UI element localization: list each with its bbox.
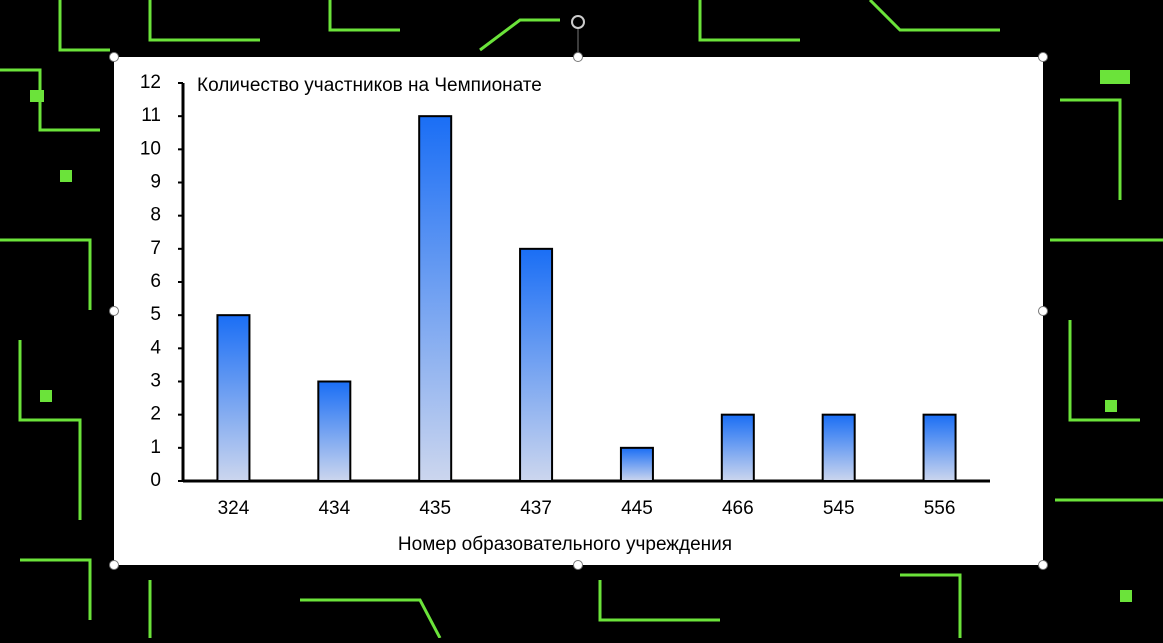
- y-tick-label: 8: [150, 205, 161, 226]
- y-tick-label: 0: [150, 470, 161, 491]
- y-tick-label: 9: [150, 172, 161, 193]
- x-tick-label: 466: [722, 498, 754, 519]
- y-tick-label: 6: [150, 271, 161, 292]
- bar: [317, 380, 352, 482]
- bar: [216, 314, 251, 482]
- y-tick-label: 1: [150, 437, 161, 458]
- x-tick-label: 435: [419, 498, 451, 519]
- y-tick-label: 2: [150, 404, 161, 425]
- y-tick-label: 12: [140, 72, 161, 93]
- y-tick-label: 10: [140, 138, 161, 159]
- x-axis-label: Номер образовательного учреждения: [398, 534, 732, 555]
- chart-area[interactable]: [114, 57, 1043, 565]
- bar: [821, 413, 856, 482]
- y-tick-label: 7: [150, 238, 161, 259]
- bar: [519, 247, 554, 482]
- y-tick-label: 11: [141, 105, 161, 126]
- bar: [720, 413, 755, 482]
- selection-handles: [109, 15, 1048, 570]
- x-tick-label: 437: [520, 498, 552, 519]
- x-tick-label: 556: [924, 498, 956, 519]
- y-tick-label: 4: [150, 337, 161, 358]
- x-tick-label: 434: [318, 498, 350, 519]
- chart-title: Количество участников на Чемпионате: [197, 75, 542, 96]
- y-tick-label: 5: [150, 304, 161, 325]
- x-tick-label: 545: [823, 498, 855, 519]
- x-tick-label: 324: [218, 498, 250, 519]
- bar: [922, 413, 957, 482]
- x-tick-label: 445: [621, 498, 653, 519]
- bar: [619, 446, 654, 483]
- bar: [418, 115, 453, 483]
- y-tick-label: 3: [150, 371, 161, 392]
